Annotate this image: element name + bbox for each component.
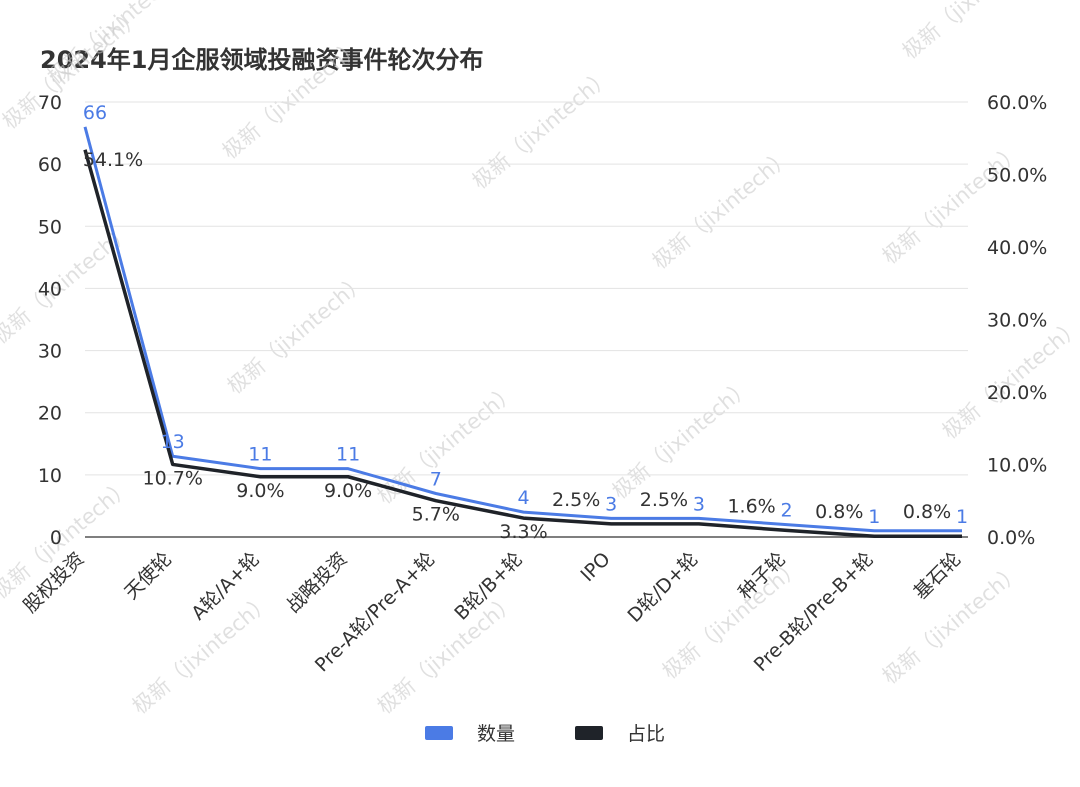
watermark-text: 极新（jixintech） bbox=[218, 34, 366, 164]
series-line-share bbox=[83, 149, 962, 538]
legend-label: 数量 bbox=[477, 723, 515, 745]
data-label-share: 10.7% bbox=[143, 467, 203, 489]
data-label-count: 11 bbox=[248, 444, 272, 466]
left-axis-tick-label: 20 bbox=[38, 403, 62, 425]
data-label-share: 9.0% bbox=[236, 480, 284, 502]
watermark-text: 极新（jixintech） bbox=[938, 314, 1080, 444]
data-label-count: 2 bbox=[781, 500, 793, 522]
watermark-layer: 极新（jixintech） 极新（jixintech） 极新（jixintech）极… bbox=[0, 0, 1080, 719]
watermark-text: 极新（jixintech） bbox=[468, 64, 616, 194]
left-axis-tick-label: 70 bbox=[38, 92, 62, 114]
right-axis-tick-label: 60.0% bbox=[987, 92, 1047, 114]
watermark-text: 极新（jixintech） bbox=[898, 0, 1046, 64]
data-label-share: 5.7% bbox=[412, 504, 460, 526]
data-label-count: 3 bbox=[605, 493, 617, 515]
watermark-text: 极新（jixintech） bbox=[608, 374, 756, 504]
watermark-text: 极新（jixintech） bbox=[878, 559, 1026, 689]
watermark-text: 极新（jixintech） bbox=[648, 144, 796, 274]
data-label-count: 13 bbox=[161, 431, 185, 453]
category-label: IPO bbox=[577, 548, 615, 586]
category-label: D轮/D+轮 bbox=[624, 548, 703, 627]
right-axis-tick-label: 30.0% bbox=[987, 310, 1047, 332]
gridlines bbox=[85, 101, 968, 538]
right-axis-tick-label: 0.0% bbox=[987, 527, 1035, 549]
data-label-count: 1 bbox=[868, 506, 880, 528]
legend-swatch bbox=[425, 726, 453, 740]
data-label-share: 2.5% bbox=[552, 489, 600, 511]
data-label-share: 3.3% bbox=[499, 521, 547, 543]
right-axis-tick-label: 50.0% bbox=[987, 165, 1047, 187]
data-label-share: 9.0% bbox=[324, 480, 372, 502]
data-label-share: 54.1% bbox=[83, 149, 143, 171]
right-axis-tick-label: 40.0% bbox=[987, 237, 1047, 259]
data-label-count: 3 bbox=[693, 493, 705, 515]
data-label-count: 66 bbox=[83, 102, 107, 124]
data-label-count: 1 bbox=[956, 506, 968, 528]
data-label-share: 2.5% bbox=[640, 489, 688, 511]
right-axis-tick-label: 20.0% bbox=[987, 382, 1047, 404]
left-axis-tick-label: 40 bbox=[38, 278, 62, 300]
legend-swatch bbox=[575, 726, 603, 740]
data-label-count: 7 bbox=[430, 469, 442, 491]
left-axis-tick-label: 50 bbox=[38, 216, 62, 238]
data-label-share: 0.8% bbox=[903, 501, 951, 523]
right-y-axis: 0.0% 10.0% 20.0% 30.0% 40.0% 50.0% 60.0% bbox=[987, 92, 1047, 549]
data-label-share: 1.6% bbox=[727, 495, 775, 517]
legend-label: 占比 bbox=[627, 723, 665, 745]
data-label-share: 0.8% bbox=[815, 501, 863, 523]
left-axis-tick-label: 60 bbox=[38, 154, 62, 176]
series-line-count bbox=[83, 126, 962, 533]
category-label: 天使轮 bbox=[120, 548, 176, 604]
data-label-count: 11 bbox=[336, 444, 360, 466]
legend[interactable]: 数量 占比 bbox=[425, 723, 665, 745]
chart-title: 2024年1月企服领域投融资事件轮次分布 bbox=[40, 46, 484, 74]
left-axis-tick-label: 10 bbox=[38, 465, 62, 487]
category-label: 基石轮 bbox=[910, 548, 966, 604]
left-y-axis: 0 10 20 30 40 50 60 70 bbox=[38, 92, 62, 549]
legend-item-count[interactable]: 数量 bbox=[425, 723, 515, 745]
right-axis-tick-label: 10.0% bbox=[987, 455, 1047, 477]
watermark-text: 极新（jixintech） bbox=[0, 474, 136, 604]
data-label-count: 4 bbox=[517, 487, 529, 509]
left-axis-tick-label: 30 bbox=[38, 341, 62, 363]
legend-item-share[interactable]: 占比 bbox=[575, 723, 665, 745]
category-label: 战略投资 bbox=[282, 548, 351, 617]
left-axis-tick-label: 0 bbox=[50, 527, 62, 549]
series-lines bbox=[83, 126, 962, 538]
watermark-text: 极新（jixintech） bbox=[373, 589, 521, 719]
